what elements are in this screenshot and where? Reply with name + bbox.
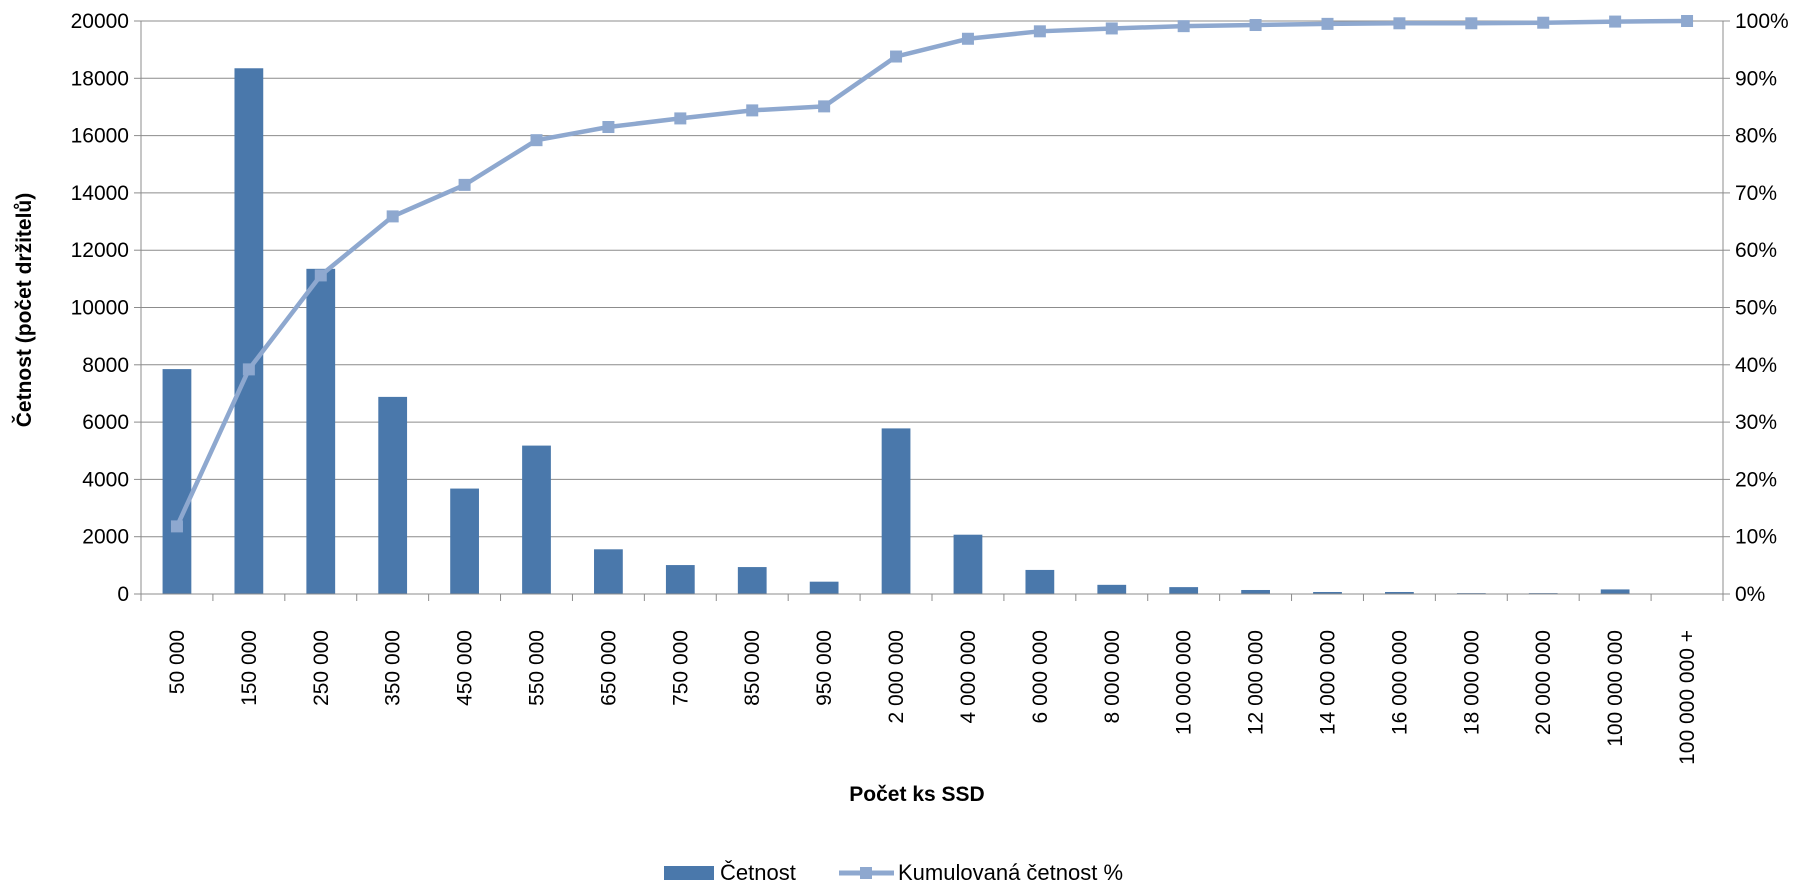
- cumulative-point-18: [1465, 17, 1478, 30]
- y-axis-title: Četnost (počet držitelů): [12, 193, 36, 428]
- cumulative-point-3: [386, 210, 399, 223]
- legend-swatch-cetnost: [664, 866, 714, 880]
- x-tick-label: 12 000 000: [1245, 630, 1268, 735]
- cumulative-point-10: [890, 50, 903, 63]
- y-tick-label: 16000: [71, 125, 129, 148]
- bar-17: [1385, 591, 1414, 594]
- cumulative-point-9: [818, 100, 831, 113]
- y-tick-label: 12000: [71, 239, 129, 262]
- bar-1: [234, 68, 264, 594]
- bar-15: [1241, 589, 1270, 594]
- legend-marker-kumulovana: [860, 867, 872, 879]
- x-tick-label: 16 000 000: [1388, 630, 1411, 735]
- legend-label-kumulovana: Kumulovaná četnost %: [898, 860, 1123, 880]
- x-tick-label: 950 000: [813, 630, 836, 706]
- bar-series: [162, 68, 1630, 594]
- y-tick-label: 10000: [71, 297, 129, 320]
- bar-0: [162, 369, 192, 594]
- x-tick-label: 150 000: [238, 630, 261, 706]
- cumulative-point-15: [1249, 19, 1262, 32]
- x-tick-label: 250 000: [310, 630, 333, 706]
- x-tick-label: 20 000 000: [1532, 630, 1555, 735]
- bar-3: [378, 396, 408, 594]
- y-tick-label: 6000: [82, 411, 129, 434]
- x-tick-label: 850 000: [741, 630, 764, 706]
- cumulative-point-21: [1681, 15, 1694, 27]
- y-tick-label: 0: [117, 583, 129, 606]
- bar-9: [809, 581, 839, 594]
- y-tick-label: 4000: [82, 468, 129, 491]
- y2-tick-label: 60%: [1735, 239, 1777, 262]
- cumulative-line: [174, 18, 1688, 528]
- x-tick-label: 450 000: [454, 630, 477, 706]
- x-tick-label: 650 000: [597, 630, 620, 706]
- axes: [134, 20, 1730, 601]
- y-tick-label: 14000: [71, 182, 129, 205]
- y2-tick-label: 80%: [1735, 125, 1777, 148]
- cumulative-point-0: [170, 520, 183, 533]
- x-tick-label: 750 000: [669, 630, 692, 706]
- y2-tick-label: 20%: [1735, 468, 1777, 491]
- x-tick-label: 10 000 000: [1173, 630, 1196, 735]
- line-series: [170, 15, 1694, 533]
- x-tick-label: 18 000 000: [1460, 630, 1483, 735]
- bar-12: [1025, 569, 1055, 594]
- y2-tick-label: 50%: [1735, 297, 1777, 320]
- legend-label-cetnost: Četnost: [720, 860, 796, 880]
- cumulative-point-11: [961, 32, 974, 45]
- y-tick-label: 20000: [71, 10, 129, 33]
- y2-tick-label: 40%: [1735, 354, 1777, 377]
- bar-2: [306, 268, 336, 594]
- y2-tick-label: 0%: [1735, 583, 1765, 606]
- y2-tick-label: 90%: [1735, 67, 1777, 90]
- cumulative-point-17: [1393, 17, 1406, 30]
- cumulative-point-6: [602, 121, 615, 134]
- y-tick-label: 8000: [82, 354, 129, 377]
- y-tick-label: 18000: [71, 67, 129, 90]
- y2-tick-label: 100%: [1735, 10, 1789, 33]
- bar-20: [1600, 589, 1630, 594]
- legend: Četnost Kumulovaná četnost %: [664, 860, 1123, 880]
- x-tick-label: 4 000 000: [957, 630, 980, 723]
- x-tick-label: 50 000: [166, 630, 189, 694]
- bar-5: [522, 445, 551, 594]
- x-tick-label: 100 000 000: [1604, 630, 1627, 747]
- y2-tick-label: 10%: [1735, 526, 1777, 549]
- bar-4: [450, 488, 479, 594]
- x-axis-title: Počet ks SSD: [849, 783, 984, 806]
- x-tick-label: 8 000 000: [1101, 630, 1124, 723]
- cumulative-point-20: [1609, 15, 1622, 28]
- bar-14: [1169, 587, 1199, 594]
- bar-10: [881, 428, 911, 594]
- y2-tick-label: 30%: [1735, 411, 1777, 434]
- cumulative-point-4: [458, 178, 471, 191]
- y-tick-label: 2000: [82, 526, 129, 549]
- bar-16: [1313, 591, 1342, 594]
- cumulative-point-7: [674, 112, 687, 125]
- x-tick-label: 14 000 000: [1317, 630, 1340, 735]
- bar-8: [737, 567, 767, 594]
- x-tick-label: 350 000: [382, 630, 405, 706]
- x-tick-label: 2 000 000: [885, 630, 908, 723]
- cumulative-point-1: [242, 363, 255, 376]
- cumulative-point-2: [314, 269, 327, 282]
- x-tick-label: 550 000: [526, 630, 549, 706]
- cumulative-point-13: [1105, 22, 1118, 35]
- cumulative-point-8: [746, 104, 759, 117]
- x-tick-label: 100 000 000 +: [1676, 630, 1699, 765]
- bar-7: [665, 565, 695, 594]
- bar-6: [594, 549, 623, 594]
- y2-tick-label: 70%: [1735, 182, 1777, 205]
- bar-13: [1097, 584, 1127, 594]
- cumulative-point-12: [1033, 25, 1046, 38]
- bar-11: [953, 534, 983, 594]
- cumulative-point-16: [1321, 17, 1334, 30]
- cumulative-point-14: [1177, 20, 1190, 33]
- x-tick-label: 6 000 000: [1029, 630, 1052, 723]
- cumulative-point-5: [530, 134, 543, 147]
- cumulative-point-19: [1537, 16, 1550, 29]
- tick-labels: 0 0% 2000 10% 4000 20% 6000 30% 8000 40% 10000 50% 1…: [71, 10, 1789, 765]
